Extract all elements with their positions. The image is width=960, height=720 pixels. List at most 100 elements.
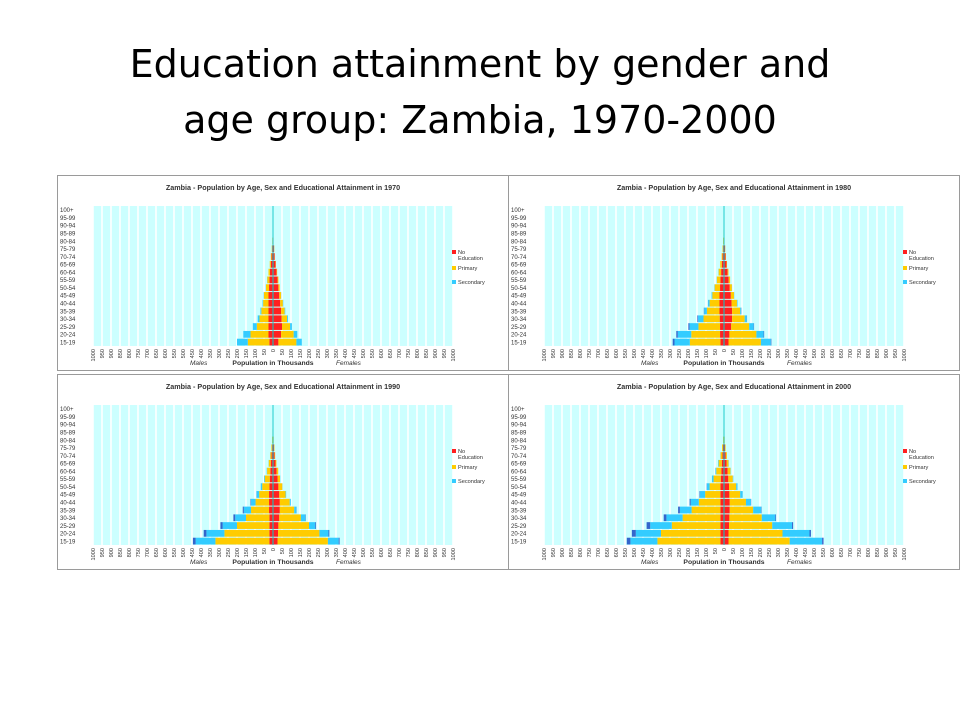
bar-male-secondary (243, 330, 251, 338)
x-tick-label: 500 (181, 349, 187, 358)
x-tick-label: 650 (839, 349, 845, 358)
x-tick-label: 300 (776, 548, 782, 557)
x-tick-label: 250 (677, 349, 683, 358)
bar-female-secondary (289, 498, 291, 506)
x-tick-label: 300 (668, 349, 674, 358)
bar-male-secondary (650, 522, 672, 529)
bar-male-secondary (252, 323, 257, 330)
bar-female-no-education (273, 514, 280, 522)
x-tick-label: 50 (731, 548, 737, 554)
bar-female-primary (727, 268, 729, 276)
bar-male-tertiary (678, 506, 680, 514)
bar-male-tertiary (250, 498, 252, 506)
x-tick-label: 1000 (91, 349, 97, 361)
y-tick-label: 35-39 (511, 508, 527, 514)
bar-male-secondary (256, 491, 260, 498)
x-tick-label: 800 (127, 349, 133, 358)
bar-male-primary (703, 315, 720, 323)
x-tick-label: 200 (235, 349, 241, 358)
bar-female-secondary (284, 307, 286, 315)
bar-male-primary (215, 537, 270, 545)
bar-female-no-education (724, 506, 730, 514)
bar-male-secondary (689, 323, 699, 330)
x-tick-label: 350 (334, 548, 340, 557)
bar-male-primary (713, 475, 721, 483)
bar-male-primary (671, 522, 721, 529)
bar-female-primary (277, 537, 328, 545)
bar-male-no-education (270, 260, 273, 268)
x-tick-label: 300 (668, 548, 674, 557)
bar-male-primary (256, 323, 269, 330)
legend-label-no-education: No (458, 449, 465, 455)
legend-label-primary: Primary (458, 465, 477, 471)
bar-female-tertiary (328, 529, 330, 537)
x-tick-label: 100 (289, 349, 295, 358)
x-tick-label: 750 (587, 349, 593, 358)
bar-male-primary (269, 260, 271, 268)
x-tick-label: 800 (127, 548, 133, 557)
bar-female-primary (728, 475, 733, 483)
slide-title: Education attainment by gender and age g… (40, 36, 920, 148)
bar-female-secondary (749, 323, 754, 330)
bar-female-secondary (293, 330, 298, 338)
y-tick-label: 90-94 (511, 423, 527, 429)
bar-female-secondary (300, 514, 306, 522)
bar-male-primary (722, 245, 724, 253)
x-tick-label: 800 (866, 548, 872, 557)
bar-female-no-education (273, 253, 275, 260)
y-tick-label: 90-94 (511, 224, 527, 230)
bar-female-no-education (273, 315, 282, 323)
x-tick-label: 1000 (902, 349, 908, 361)
bar-male-secondary (222, 522, 237, 529)
legend-swatch-primary (903, 266, 907, 270)
legend-label-no-education: No (458, 250, 465, 256)
bar-male-primary (246, 514, 270, 522)
pyramid-chart-1970: Zambia - Population by Age, Sex and Educ… (57, 175, 509, 371)
bar-female-primary (279, 498, 290, 506)
bar-male-primary (718, 268, 722, 276)
x-tick-label: 800 (578, 548, 584, 557)
x-tick-label: 1000 (451, 349, 457, 361)
x-tick-label: 1000 (451, 548, 457, 560)
y-tick-label: 55-59 (511, 477, 527, 483)
bar-male-secondary (264, 475, 265, 483)
pyramid-chart-1990: Zambia - Population by Age, Sex and Educ… (57, 374, 509, 570)
y-tick-label: 65-69 (60, 263, 76, 269)
x-tick-label: 850 (875, 349, 881, 358)
bar-male-no-education (269, 268, 273, 276)
bar-female-no-education (273, 284, 279, 292)
x-tick-label: 700 (848, 548, 854, 557)
bar-female-secondary (789, 537, 823, 545)
x-tick-label: 700 (397, 548, 403, 557)
bar-male-primary (716, 467, 722, 475)
y-tick-label: 90-94 (60, 423, 76, 429)
bar-male-primary (224, 529, 270, 537)
bar-male-tertiary (688, 323, 690, 330)
bar-male-primary (720, 452, 723, 459)
bar-female-secondary (760, 338, 771, 346)
x-tick-label: 1000 (902, 548, 908, 560)
bar-female-no-education (273, 467, 277, 475)
bar-female-no-education (724, 452, 726, 459)
bar-male-primary (251, 506, 270, 514)
bar-female-no-education (273, 299, 281, 307)
bar-male-primary (262, 483, 270, 491)
y-tick-label: 90-94 (60, 224, 76, 230)
x-tick-label: 750 (406, 349, 412, 358)
bar-female-no-education (724, 514, 730, 522)
bar-male-secondary (260, 483, 263, 491)
x-tick-label: 50 (280, 548, 286, 554)
x-tick-label: 350 (659, 349, 665, 358)
x-tick-label: 1000 (542, 349, 548, 361)
x-tick-label: 400 (650, 349, 656, 358)
bar-male-primary (661, 529, 721, 537)
bar-female-no-education (724, 284, 730, 292)
y-tick-label: 60-64 (60, 469, 76, 475)
bar-female-no-education (724, 475, 729, 483)
y-tick-label: 55-59 (60, 278, 76, 284)
x-tick-label: 450 (803, 548, 809, 557)
y-tick-label: 35-39 (60, 309, 76, 315)
legend-swatch-secondary (452, 479, 456, 483)
y-tick-label: 70-74 (60, 454, 76, 460)
bar-male-primary (714, 284, 721, 292)
